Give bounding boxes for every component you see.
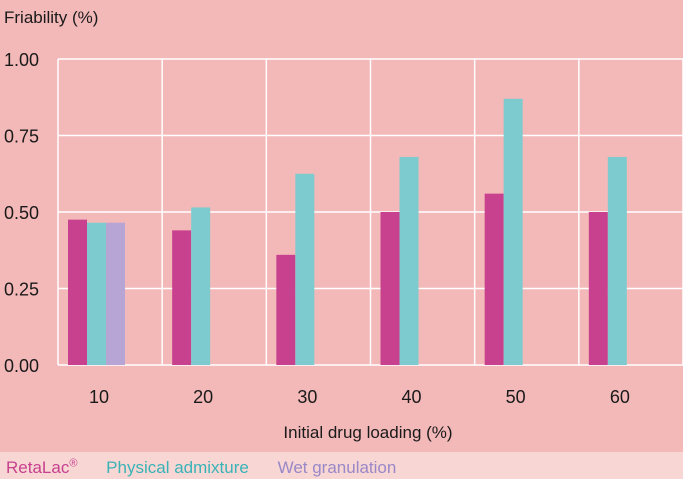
y-tick-label: 1.00 (4, 50, 39, 70)
x-tick-label: 50 (506, 387, 526, 407)
x-tick-label: 10 (89, 387, 109, 407)
legend-retalac-mark: ® (69, 457, 78, 469)
y-tick-labels: 0.00 0.25 0.50 0.75 1.00 (4, 50, 39, 376)
bar (380, 212, 400, 365)
bar (484, 193, 504, 365)
x-tick-label: 60 (610, 387, 630, 407)
legend-item-wet: Wet granulation (277, 457, 397, 477)
grid-lines (57, 58, 683, 366)
x-tick-label: 20 (193, 387, 213, 407)
bar (295, 173, 315, 365)
bar (68, 219, 87, 365)
y-tick-label: 0.75 (4, 127, 39, 147)
x-tick-labels: 10 20 30 40 50 60 (89, 387, 630, 407)
bar (276, 254, 296, 365)
bar (106, 222, 125, 365)
bar (607, 156, 627, 365)
y-axis-label: Friability (%) (4, 8, 98, 27)
y-tick-label: 0.00 (4, 356, 39, 376)
x-axis-label: Initial drug loading (%) (283, 423, 452, 442)
x-tick-label: 30 (297, 387, 317, 407)
bar (588, 212, 608, 365)
x-tick-label: 40 (401, 387, 421, 407)
bar (191, 207, 211, 365)
bars (68, 98, 627, 365)
bar (87, 222, 106, 365)
legend-retalac-label: RetaLac (6, 457, 70, 477)
bar (399, 156, 419, 365)
legend-item-retalac: RetaLac® (6, 457, 78, 477)
legend-item-physical: Physical admixture (106, 457, 249, 477)
y-tick-label: 0.50 (4, 203, 39, 223)
bar (503, 98, 523, 365)
legend: RetaLac® Physical admixture Wet granulat… (0, 452, 683, 477)
y-tick-label: 0.25 (4, 280, 39, 300)
bar (172, 230, 192, 365)
